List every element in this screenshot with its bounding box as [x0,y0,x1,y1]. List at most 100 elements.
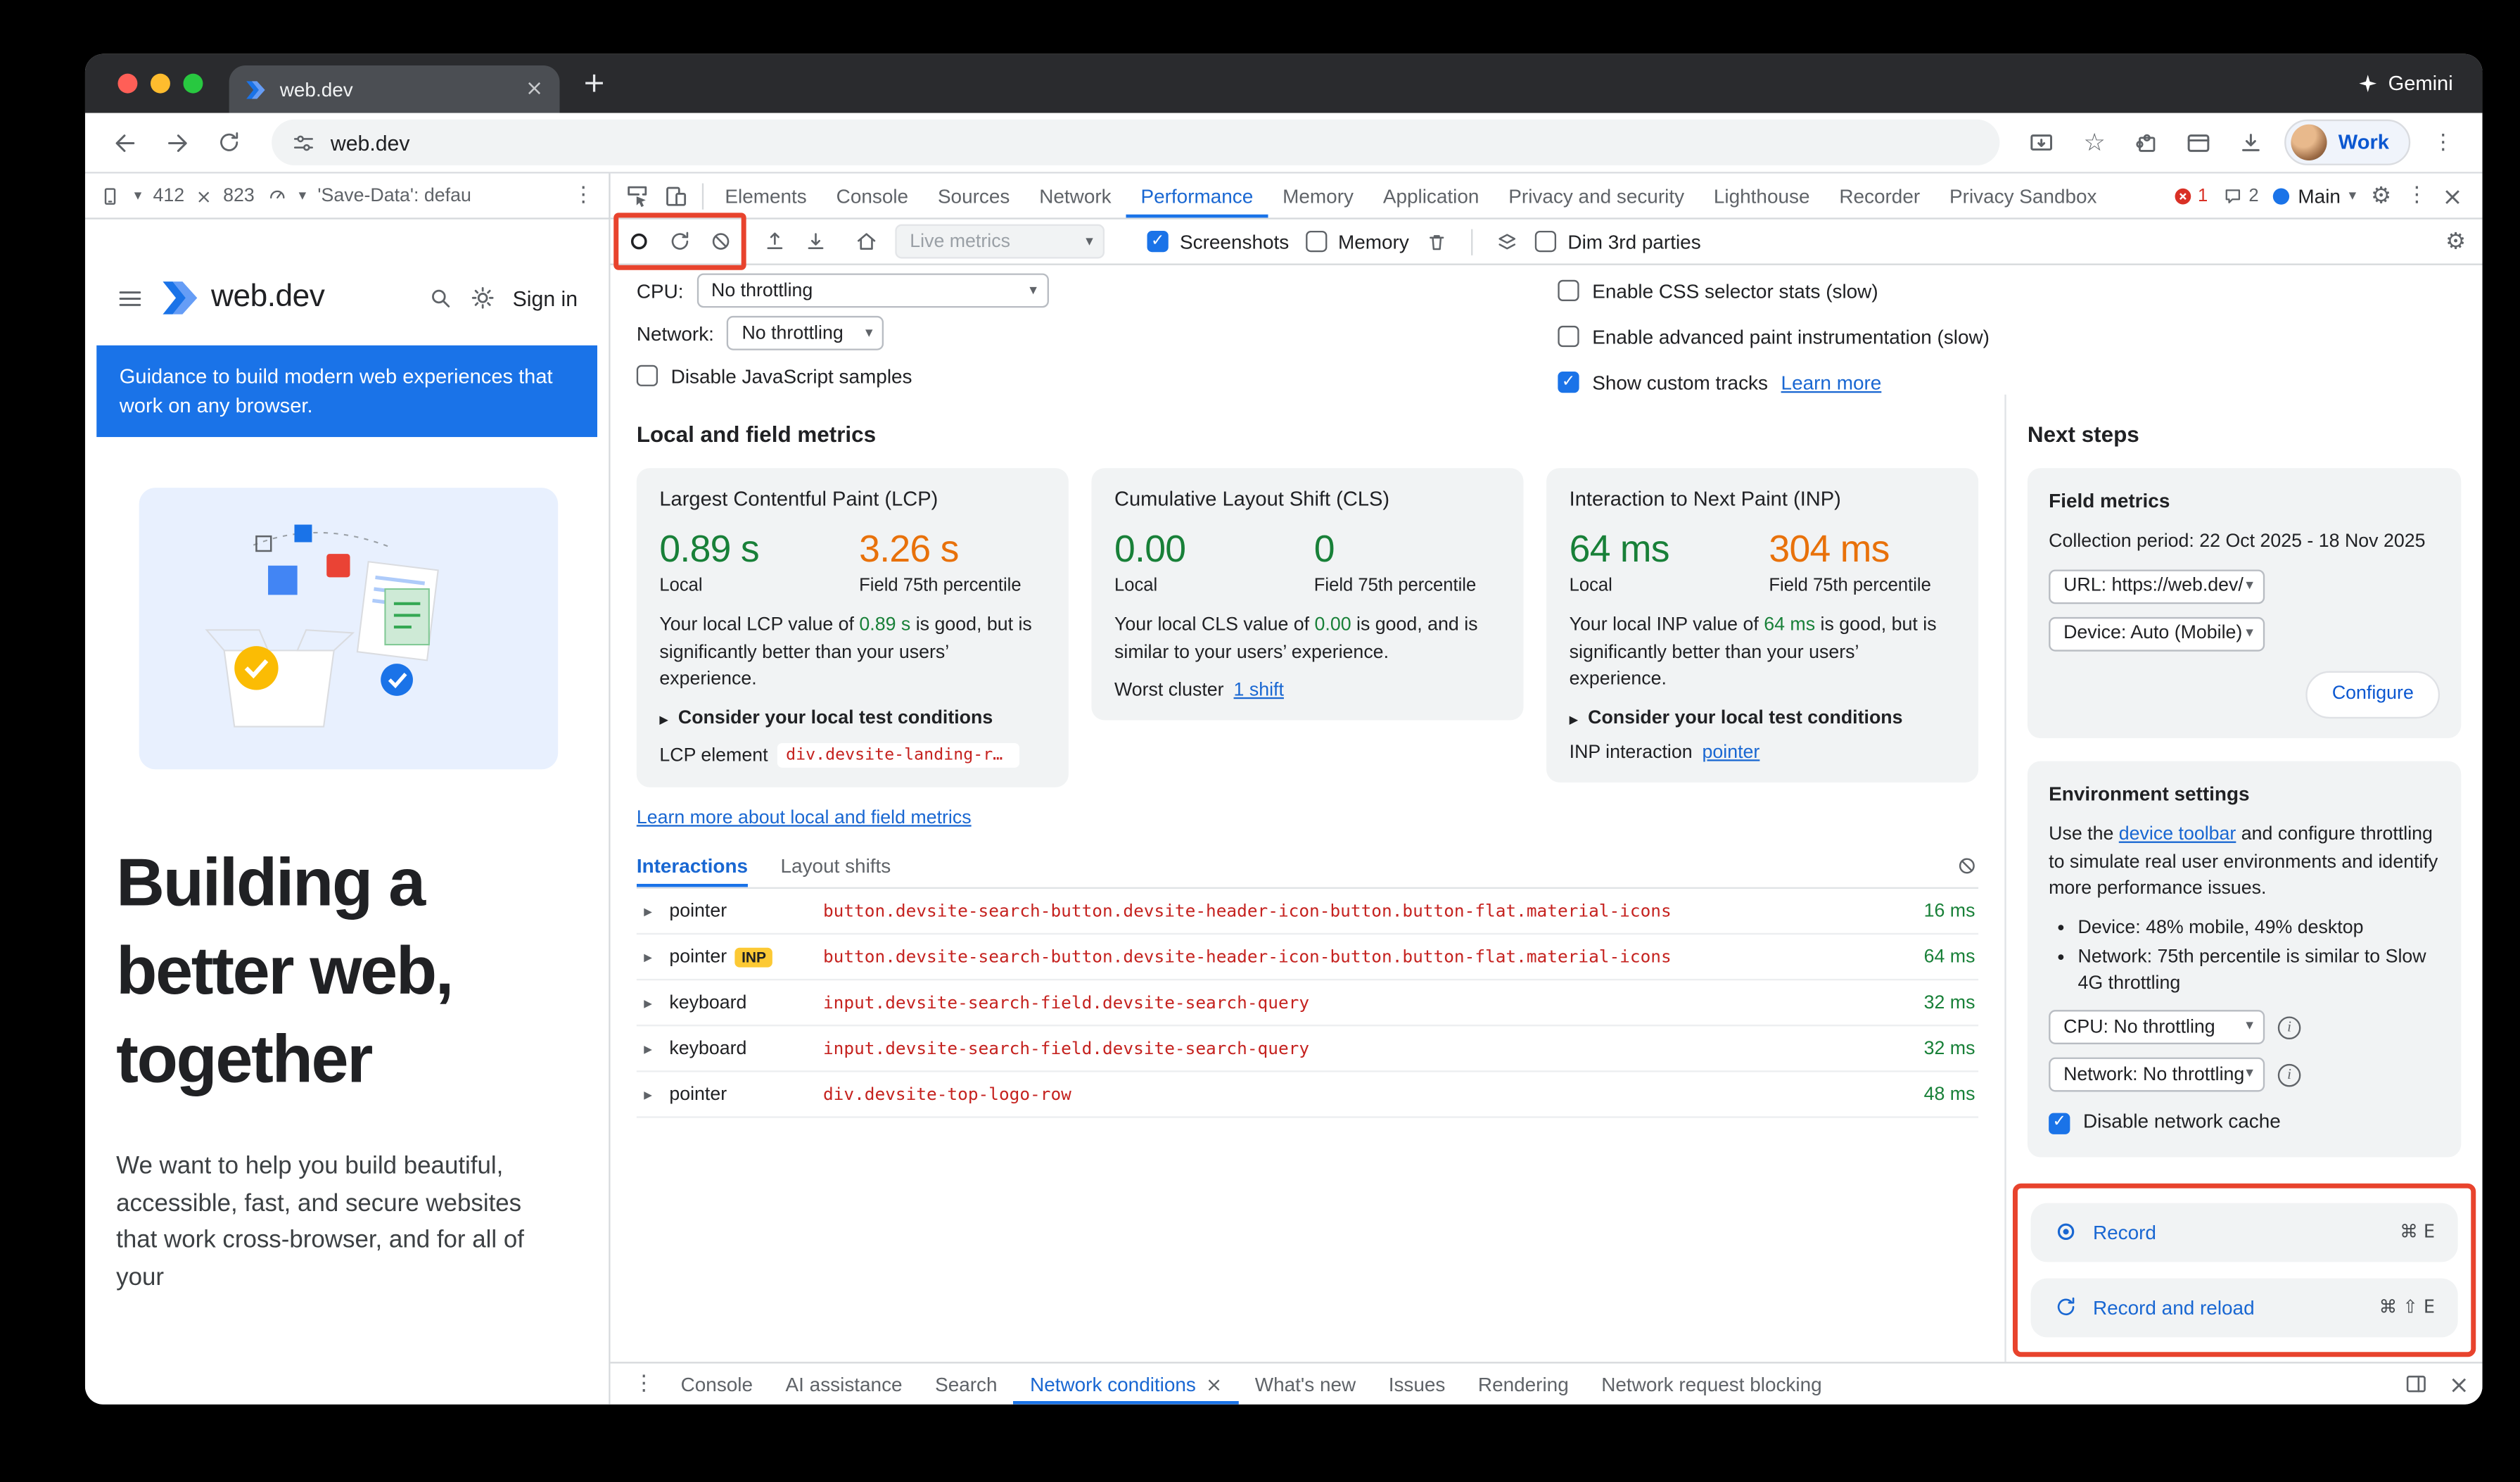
record-icon[interactable] [627,229,651,254]
record-and-reload-button[interactable]: Record and reload ⌘ ⇧ E [2030,1278,2458,1337]
save-share-icon[interactable] [2023,121,2062,163]
field-url-select[interactable]: URL: https://web.dev/ [2049,569,2265,604]
drawer-tab-issues[interactable]: Issues [1388,1372,1446,1395]
device-toolbar-link[interactable]: device toolbar [2118,825,2236,845]
tab-network[interactable]: Network [1039,184,1112,208]
learn-metrics-link[interactable]: Learn more about local and field metrics [636,809,972,828]
tab-interactions[interactable]: Interactions [637,844,748,887]
learn-more-link[interactable]: Learn more [1781,370,1882,394]
minimize-window-button[interactable] [150,73,170,94]
upload-profile-icon[interactable] [763,229,787,254]
hamburger-menu-icon[interactable] [116,284,144,312]
expand-chevron-icon[interactable] [637,1039,660,1058]
inp-interaction-link[interactable]: pointer [1702,743,1760,763]
paint-instrumentation-row[interactable]: Enable advanced paint instrumentation (s… [1558,319,1990,354]
devtools-close-icon[interactable] [2442,181,2462,210]
inp-expander[interactable]: Consider your local test conditions [1570,709,1956,728]
context-selector[interactable]: Main [2273,184,2357,207]
interaction-row[interactable]: pointer button.devsite-search-button.dev… [636,889,1979,935]
search-icon[interactable] [428,285,454,311]
tab-lighthouse[interactable]: Lighthouse [1713,184,1810,208]
interaction-row[interactable]: keyboard input.devsite-search-field.devs… [636,1026,1979,1072]
device-toolbar-icon[interactable] [656,174,696,218]
dim-third-parties-checkbox[interactable] [1534,230,1557,253]
cpu-throttling-select[interactable]: No throttling [696,273,1049,308]
drawer-tab-rendering[interactable]: Rendering [1477,1372,1569,1395]
profile-chip[interactable]: Work [2284,119,2411,165]
screenshots-checkbox[interactable] [1147,230,1169,253]
interaction-target-link[interactable]: input.devsite-search-field.devsite-searc… [822,1038,1310,1058]
throttling-caret-icon[interactable] [299,187,307,203]
new-tab-button[interactable]: + [583,67,606,100]
memory-checkbox[interactable] [1305,230,1327,253]
interaction-row[interactable]: keyboard input.devsite-search-field.devs… [636,980,1979,1027]
expand-chevron-icon[interactable] [637,1084,660,1104]
expand-chevron-icon[interactable] [637,947,660,967]
dim-third-parties-row[interactable]: Dim 3rd parties [1534,230,1701,253]
device-type-caret-icon[interactable] [134,187,142,203]
downloads-icon[interactable] [2232,121,2272,163]
drawer-tab-ai-assistance[interactable]: AI assistance [785,1372,903,1395]
close-window-button[interactable] [117,73,138,94]
tab-privacy-sandbox[interactable]: Privacy Sandbox [1949,184,2097,208]
drawer-tab-network-conditions[interactable]: Network conditions [1014,1364,1239,1405]
record-button[interactable]: Record ⌘ E [2030,1203,2458,1262]
cpu-info-icon[interactable]: i [2277,1016,2301,1039]
forward-button[interactable] [157,121,196,163]
drawer-close-icon[interactable] [2449,1369,2469,1399]
drawer-tab-whats-new[interactable]: What's new [1254,1372,1356,1395]
custom-tracks-row[interactable]: Show custom tracks Learn more [1558,365,1990,400]
sign-in-link[interactable]: Sign in [512,285,578,310]
tab-search-icon[interactable] [2179,121,2219,163]
configure-button[interactable]: Configure [2305,671,2441,718]
browser-tab[interactable]: web.dev × [229,65,560,113]
clear-icon[interactable] [708,229,733,254]
tab-sources[interactable]: Sources [937,184,1010,208]
dock-panel-icon[interactable] [2405,1372,2429,1396]
tab-layout-shifts[interactable]: Layout shifts [780,854,891,878]
drawer-tab-close-icon[interactable] [1206,1372,1222,1395]
announcement-banner[interactable]: Guidance to build modern web experiences… [96,345,597,438]
devtools-menu-icon[interactable] [2406,184,2427,208]
lcp-expander[interactable]: Consider your local test conditions [659,709,1045,728]
throttling-icon[interactable] [266,185,287,206]
device-type-icon[interactable] [100,184,123,208]
interaction-target-link[interactable]: input.devsite-search-field.devsite-searc… [822,992,1310,1013]
layers-icon[interactable] [1496,230,1519,253]
home-icon[interactable] [854,229,879,254]
css-selector-stats-row[interactable]: Enable CSS selector stats (slow) [1558,273,1990,308]
interaction-target-link[interactable]: div.devsite-top-logo-row [822,1084,1071,1104]
field-device-select[interactable]: Device: Auto (Mobile) [2049,617,2265,652]
reload-button[interactable] [210,121,249,163]
interaction-target-link[interactable]: button.devsite-search-button.devsite-hea… [822,901,1672,921]
issues-badge[interactable]: 2 [2222,185,2259,206]
drawer-menu-icon[interactable] [623,1372,664,1396]
perf-settings-icon[interactable] [2445,228,2466,254]
garbage-collect-icon[interactable] [1425,230,1449,253]
tab-performance[interactable]: Performance [1126,174,1268,218]
css-selector-stats-checkbox[interactable] [1558,279,1579,301]
worst-cluster-link[interactable]: 1 shift [1233,681,1284,702]
custom-tracks-checkbox[interactable] [1558,372,1579,393]
devtools-settings-icon[interactable] [2371,182,2391,208]
env-cpu-select[interactable]: CPU: No throttling [2049,1011,2265,1045]
gemini-badge[interactable]: Gemini [2359,72,2453,95]
bookmark-star-icon[interactable]: ☆ [2083,127,2106,158]
tab-console[interactable]: Console [836,184,909,208]
viewport-height[interactable]: 823 [223,186,255,205]
disable-cache-checkbox[interactable] [2049,1112,2070,1134]
browser-menu-icon[interactable] [2424,121,2463,163]
theme-toggle-icon[interactable] [470,285,496,311]
tab-recorder[interactable]: Recorder [1839,184,1921,208]
fullscreen-window-button[interactable] [183,73,203,94]
network-throttling-select[interactable]: No throttling [727,315,884,350]
paint-instrumentation-checkbox[interactable] [1558,325,1579,348]
inspect-element-icon[interactable] [617,174,656,218]
env-network-select[interactable]: Network: No throttling [2049,1058,2265,1093]
tab-elements[interactable]: Elements [725,184,807,208]
clear-log-icon[interactable] [1956,854,1979,878]
site-settings-icon[interactable] [291,130,316,155]
interaction-row[interactable]: pointer div.devsite-top-logo-row 48 ms [636,1072,1979,1118]
interaction-target-link[interactable]: button.devsite-search-button.devsite-hea… [822,946,1672,967]
